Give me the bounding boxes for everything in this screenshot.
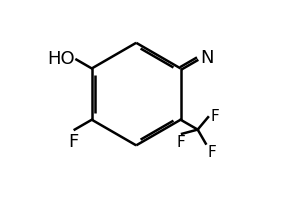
Text: F: F (208, 145, 217, 160)
Text: F: F (210, 109, 219, 124)
Text: F: F (176, 135, 185, 150)
Text: HO: HO (47, 50, 74, 68)
Text: N: N (200, 49, 214, 67)
Text: F: F (69, 133, 79, 151)
